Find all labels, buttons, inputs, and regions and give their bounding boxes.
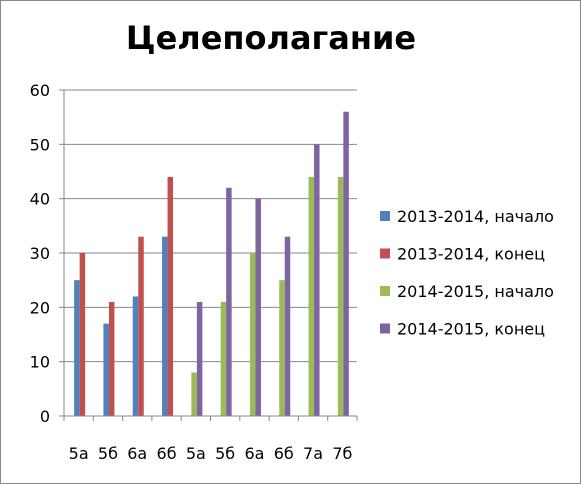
- bar: [308, 176, 315, 416]
- x-tick-label: 6а: [244, 444, 264, 463]
- bar: [279, 280, 285, 416]
- bar: [138, 236, 144, 416]
- x-tick-labels: 5а 5б 6а 6б 5а 5б 6а 6б 7а 7б: [69, 444, 353, 463]
- bar: [314, 144, 320, 417]
- legend-label: 2013-2014, начало: [397, 207, 554, 226]
- legend-swatch: [380, 248, 390, 259]
- x-tick-label: 5б: [215, 444, 235, 463]
- legend-label: 2013-2014, конец: [397, 245, 545, 264]
- y-tick-label: 0: [40, 407, 50, 426]
- bar: [337, 176, 344, 416]
- bar: [220, 301, 227, 416]
- legend-swatch: [380, 211, 390, 221]
- legend: 2013-2014, начало 2013-2014, конец 2014-20…: [380, 207, 554, 339]
- bar: [284, 236, 291, 416]
- legend-label: 2014-2015, начало: [397, 282, 554, 301]
- bar: [74, 280, 80, 416]
- x-tick-label: 5а: [186, 444, 206, 463]
- x-tick-label: 6б: [274, 444, 294, 463]
- y-tick-label: 50: [30, 135, 50, 154]
- y-tick-label: 20: [30, 298, 50, 317]
- x-tick-label: 6а: [127, 444, 147, 463]
- x-tick-label: 5а: [69, 444, 89, 463]
- bar: [249, 253, 256, 416]
- bar: [162, 236, 168, 416]
- bar: [108, 301, 115, 416]
- bar: [167, 176, 174, 416]
- bar: [196, 301, 203, 416]
- bar: [103, 323, 109, 416]
- axes: [59, 89, 358, 421]
- y-tick-label: 60: [30, 81, 50, 100]
- bar: [191, 372, 197, 416]
- bar: [226, 187, 232, 416]
- bar: [255, 198, 261, 416]
- y-tick-labels: 0 10 20 30 40 50 60: [30, 81, 50, 426]
- chart-title: Целеполагание: [125, 19, 417, 57]
- legend-label: 2014-2015, конец: [397, 320, 545, 339]
- bar: [79, 253, 86, 416]
- x-tick-label: 7а: [303, 444, 323, 463]
- bar: [132, 296, 139, 416]
- y-tick-label: 40: [30, 190, 50, 209]
- bars: [74, 111, 349, 417]
- x-tick-label: 6б: [157, 444, 177, 463]
- y-tick-label: 10: [30, 353, 50, 372]
- legend-swatch: [380, 286, 390, 296]
- legend-swatch: [380, 323, 390, 334]
- bar: [343, 111, 349, 416]
- x-tick-label: 5б: [98, 444, 118, 463]
- y-tick-label: 30: [30, 244, 50, 263]
- x-tick-label: 7б: [332, 444, 352, 463]
